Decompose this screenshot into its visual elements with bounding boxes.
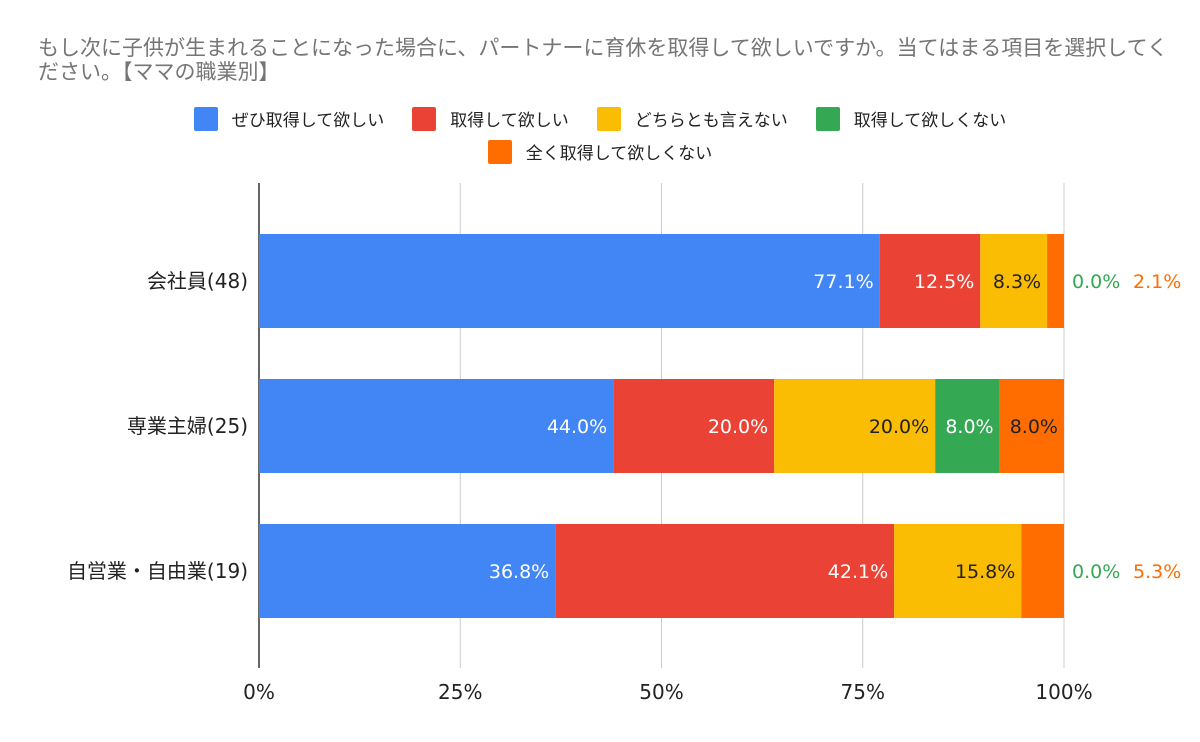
- data-label: 44.0%: [547, 416, 607, 438]
- bar-segment: [613, 379, 775, 473]
- data-label: 5.3%: [1133, 561, 1181, 583]
- category-label: 専業主婦(25): [127, 414, 248, 438]
- bar-segment: [999, 379, 1064, 473]
- x-tick-label: 100%: [1035, 680, 1092, 704]
- legend-item-series-1: 取得して欲しい: [412, 106, 569, 131]
- data-label: 20.0%: [708, 416, 768, 438]
- legend-label-series-1: 取得して欲しい: [450, 111, 569, 131]
- legend-swatch-series-2: [596, 106, 621, 131]
- bar-segment: [774, 379, 936, 473]
- legend-label-series-4: 全く取得して欲しくない: [525, 144, 713, 164]
- category-label: 自営業・自由業(19): [67, 559, 248, 583]
- bar-segment: [894, 524, 1022, 618]
- data-label: 8.0%: [945, 416, 993, 438]
- bar-segment: [555, 524, 895, 618]
- x-tick-label: 75%: [841, 680, 885, 704]
- x-tick-label: 25%: [438, 680, 482, 704]
- data-label: 15.8%: [955, 561, 1015, 583]
- legend-label-series-2: どちらとも言えない: [634, 111, 788, 131]
- legend-item-series-2: どちらとも言えない: [596, 106, 788, 131]
- bar-segment: [259, 524, 556, 618]
- data-label: 20.0%: [869, 416, 929, 438]
- data-label: 36.8%: [489, 561, 549, 583]
- bar-segment: [935, 379, 1000, 473]
- bar-segment: [980, 234, 1048, 328]
- legend-label-series-3: 取得して欲しくない: [853, 111, 1007, 131]
- x-tick-label: 0%: [243, 680, 275, 704]
- category-label: 会社員(48): [147, 269, 248, 293]
- x-tick-label: 50%: [639, 680, 683, 704]
- bar-segment: [1021, 524, 1064, 618]
- data-label: 8.0%: [1010, 416, 1058, 438]
- data-label: 12.5%: [914, 271, 974, 293]
- chart-title: もし次に子供が生まれることになった場合に、パートナーに育休を取得して欲しいですか…: [38, 36, 1169, 84]
- bar-segment: [259, 234, 880, 328]
- legend-item-series-3: 取得して欲しくない: [815, 106, 1007, 131]
- data-label: 0.0%: [1072, 561, 1120, 583]
- bar-segment: [1047, 234, 1064, 328]
- bar-segment: [879, 234, 981, 328]
- legend-label-series-0: ぜひ取得して欲しい: [231, 111, 385, 131]
- data-label: 77.1%: [813, 271, 873, 293]
- data-label: 0.0%: [1072, 271, 1120, 293]
- data-label: 2.1%: [1133, 271, 1181, 293]
- legend-item-series-0: ぜひ取得して欲しい: [193, 106, 385, 131]
- legend-swatch-series-0: [193, 106, 218, 131]
- data-label: 8.3%: [993, 271, 1041, 293]
- legend-item-series-4: 全く取得して欲しくない: [487, 139, 713, 164]
- legend-swatch-series-4: [487, 139, 512, 164]
- legend: ぜひ取得して欲しい 取得して欲しい どちらとも言えない 取得して欲しくない: [0, 106, 1200, 131]
- bar-segment: [259, 379, 614, 473]
- legend-row-2: 全く取得して欲しくない: [0, 139, 1200, 164]
- data-label: 42.1%: [828, 561, 888, 583]
- legend-swatch-series-1: [412, 106, 437, 131]
- legend-swatch-series-3: [815, 106, 840, 131]
